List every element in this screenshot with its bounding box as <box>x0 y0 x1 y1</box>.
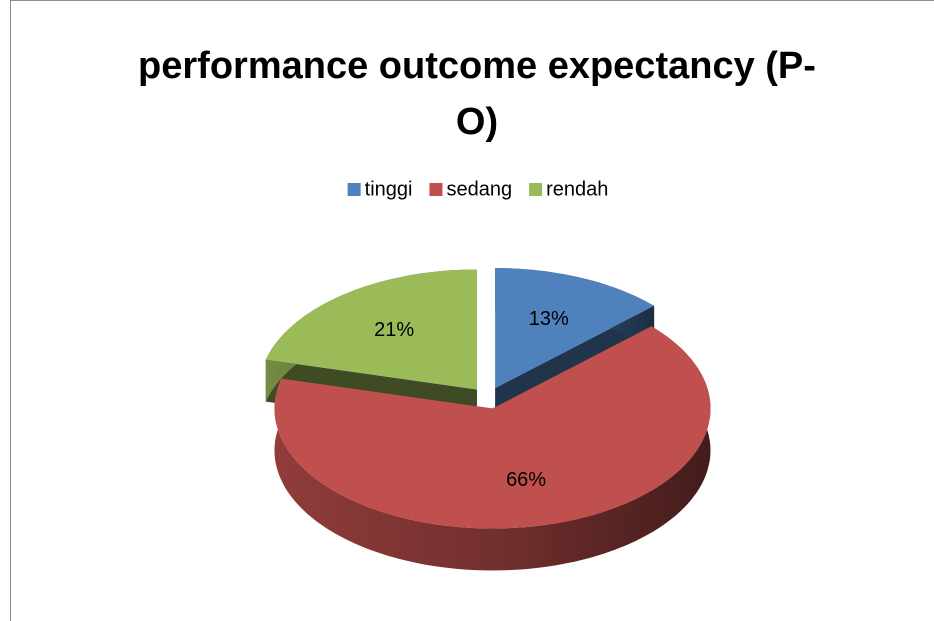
legend-item: rendah <box>529 178 608 200</box>
legend-swatch <box>347 183 361 196</box>
legend-item: tinggi <box>347 178 413 200</box>
data-label: 66% <box>506 469 546 491</box>
slice <box>274 326 711 529</box>
slice <box>495 268 655 389</box>
legend-label: sedang <box>446 178 512 200</box>
chart-border <box>10 0 934 621</box>
data-label: 21% <box>374 319 414 341</box>
pie-labels: 13% 66% 21% <box>374 308 569 491</box>
legend-swatch <box>529 183 543 196</box>
data-label: 13% <box>529 308 569 330</box>
legend-swatch <box>429 183 443 196</box>
chart-title: performance outcome expectancy (P-O) <box>138 45 816 143</box>
pie-tops <box>265 268 711 529</box>
slice <box>265 269 477 390</box>
legend-label: rendah <box>546 178 608 200</box>
legend-label: tinggi <box>365 178 413 200</box>
legend-item: sedang <box>429 178 512 200</box>
